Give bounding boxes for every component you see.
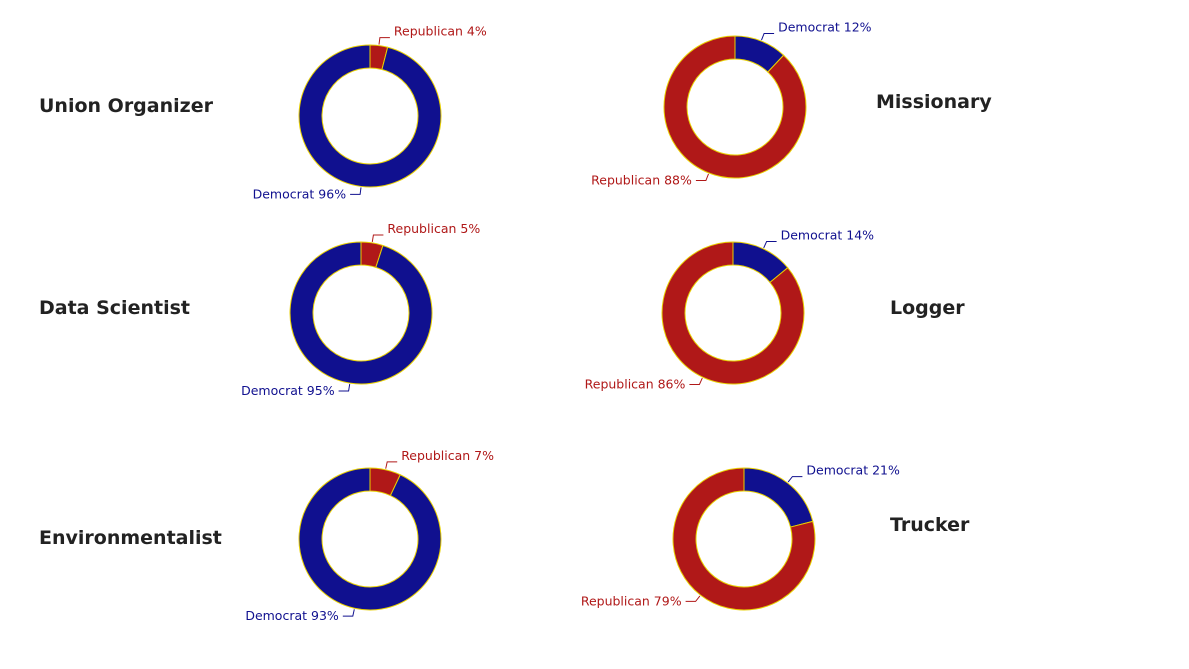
data-label-democrat-union-organizer: Democrat 96% [253,186,347,201]
slice-republican-logger [661,241,805,385]
data-label-democrat-logger: Democrat 14% [781,228,875,243]
data-label-republican-trucker: Republican 79% [581,593,682,608]
leader-line-democrat-environmentalist [342,609,355,617]
slice-republican-missionary [663,35,807,179]
leader-line-republican-trucker [685,595,701,602]
donut-logger: Democrat 14% Republican 86% [585,228,875,392]
donut-environmentalist: Republican 7% Democrat 93% [245,448,494,623]
leader-line-democrat-logger [763,241,777,249]
data-label-republican-data-scientist: Republican 5% [387,221,480,236]
slice-democrat-environmentalist [298,467,442,611]
donut-data-scientist: Republican 5% Democrat 95% [241,221,480,398]
leader-line-democrat-union-organizer [350,187,362,195]
donut-trucker: Democrat 21% Republican 79% [581,463,900,611]
chart-title-union-organizer: Union Organizer [39,95,213,117]
data-label-democrat-missionary: Democrat 12% [778,20,872,35]
donut-missionary: Democrat 12% Republican 88% [591,20,872,188]
data-label-republican-environmentalist: Republican 7% [401,448,494,463]
leader-line-democrat-data-scientist [338,384,351,392]
slice-democrat-trucker [743,467,814,528]
leader-line-republican-logger [689,377,703,385]
chart-title-logger: Logger [890,297,965,319]
leader-line-democrat-missionary [761,33,775,41]
leader-line-republican-data-scientist [371,234,384,242]
data-label-democrat-data-scientist: Democrat 95% [241,383,335,398]
leader-line-republican-union-organizer [378,37,390,45]
donut-union-organizer: Republican 4% Democrat 96% [253,24,487,202]
data-label-republican-missionary: Republican 88% [591,173,692,188]
leader-line-republican-environmentalist [385,461,398,469]
slice-republican-trucker [672,467,816,611]
data-label-democrat-trucker: Democrat 21% [806,463,900,478]
leader-line-republican-missionary [695,173,709,181]
chart-title-data-scientist: Data Scientist [39,297,190,319]
data-label-republican-logger: Republican 86% [585,377,686,392]
chart-title-environmentalist: Environmentalist [39,527,222,549]
data-label-democrat-environmentalist: Democrat 93% [245,608,339,623]
leader-line-democrat-trucker [787,476,803,483]
data-label-republican-union-organizer: Republican 4% [394,24,487,39]
slice-democrat-union-organizer [298,44,442,188]
slice-democrat-data-scientist [289,241,433,385]
chart-title-trucker: Trucker [890,514,970,536]
chart-title-missionary: Missionary [876,91,992,113]
